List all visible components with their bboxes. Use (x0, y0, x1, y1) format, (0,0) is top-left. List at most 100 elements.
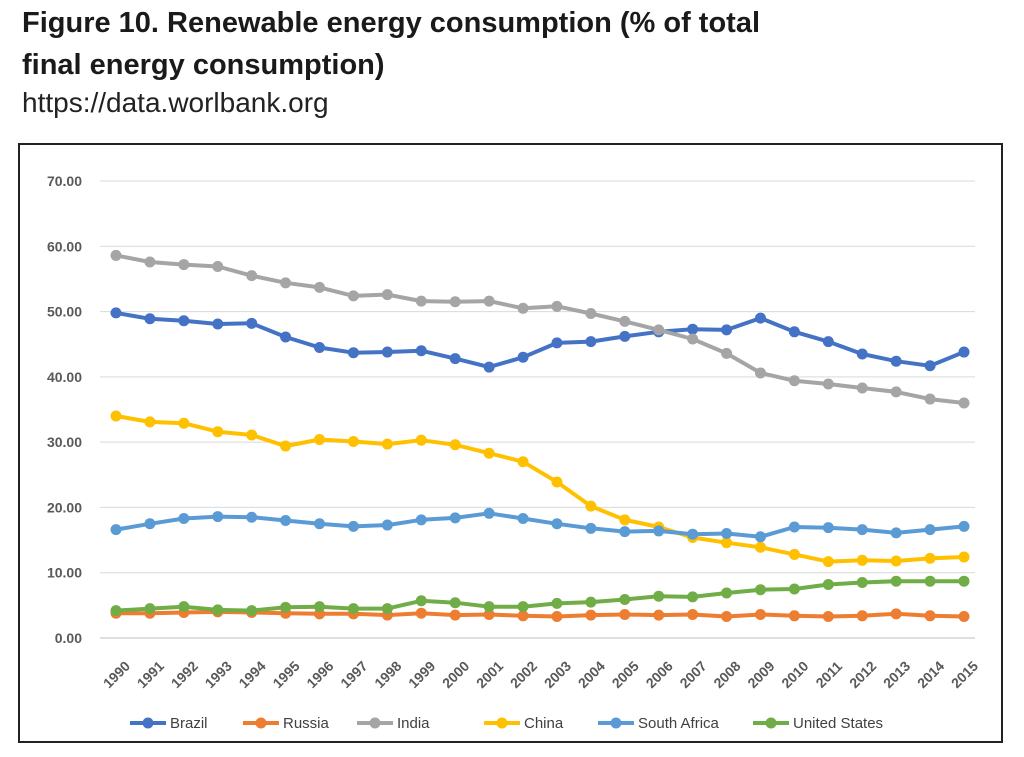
legend-label: South Africa (638, 715, 720, 732)
data-point-brazil (178, 315, 190, 327)
data-point-russia (585, 609, 597, 621)
legend-item-russia: Russia (243, 715, 330, 732)
data-point-united-states (449, 597, 461, 609)
x-tick-label: 2014 (914, 658, 947, 691)
data-point-india (653, 324, 665, 336)
data-point-brazil (246, 317, 258, 329)
series-group (110, 249, 970, 622)
data-point-russia (449, 609, 461, 621)
series-india (110, 249, 970, 409)
data-point-brazil (551, 337, 563, 349)
data-point-south-africa (551, 518, 563, 530)
data-point-south-africa (212, 511, 224, 523)
data-point-russia (924, 610, 936, 622)
data-point-india (415, 295, 427, 307)
y-tick-label: 30.00 (47, 434, 82, 450)
data-point-russia (890, 608, 902, 620)
data-point-south-africa (415, 514, 427, 526)
data-point-united-states (754, 584, 766, 596)
data-point-china (822, 556, 834, 568)
data-point-south-africa (110, 524, 122, 536)
data-point-south-africa (314, 518, 326, 530)
series-china (110, 410, 970, 568)
data-point-united-states (246, 605, 258, 617)
line-chart: 0.0010.0020.0030.0040.0050.0060.0070.00 … (47, 173, 981, 732)
data-point-india (687, 333, 699, 345)
legend-marker (765, 717, 777, 729)
data-point-united-states (958, 575, 970, 587)
data-point-brazil (754, 312, 766, 324)
data-point-india (144, 256, 156, 268)
x-tick-label: 2012 (846, 658, 879, 691)
data-point-united-states (483, 601, 495, 613)
data-point-india (958, 397, 970, 409)
y-tick-label: 60.00 (47, 238, 82, 254)
data-point-india (178, 259, 190, 271)
data-point-china (924, 552, 936, 564)
data-point-united-states (822, 578, 834, 590)
figure-heading: Figure 10. Renewable energy consumption … (22, 2, 982, 120)
data-point-united-states (721, 587, 733, 599)
x-tick-label: 2011 (812, 658, 845, 691)
data-point-brazil (517, 351, 529, 363)
data-point-south-africa (483, 507, 495, 519)
data-point-india (381, 289, 393, 301)
legend-label: United States (793, 715, 883, 732)
data-point-united-states (788, 583, 800, 595)
x-tick-label: 2001 (473, 658, 506, 691)
data-point-south-africa (890, 527, 902, 539)
data-point-south-africa (619, 526, 631, 538)
data-point-india (280, 277, 292, 289)
data-point-india (347, 290, 359, 302)
legend-label: Brazil (170, 715, 208, 732)
data-point-south-africa (517, 513, 529, 525)
data-point-brazil (212, 318, 224, 330)
data-point-china (551, 476, 563, 488)
data-point-india (856, 382, 868, 394)
data-point-russia (788, 610, 800, 622)
x-axis-ticks: 1990 1991 1992 1993 1994 1995 1996 1997 1998 1999… (100, 658, 981, 691)
data-point-russia (483, 608, 495, 620)
x-tick-label: 2009 (744, 658, 777, 691)
data-point-india (721, 347, 733, 359)
data-point-united-states (856, 577, 868, 589)
data-point-china (144, 416, 156, 428)
data-point-united-states (551, 597, 563, 609)
data-point-united-states (924, 575, 936, 587)
data-point-brazil (822, 336, 834, 348)
data-point-russia (687, 608, 699, 620)
data-point-china (517, 456, 529, 468)
chart-frame: 0.00 10.00 20.00 30.00 40.00 50.00 60.00 70.00 … (18, 143, 1003, 743)
data-point-south-africa (721, 528, 733, 540)
data-point-china (246, 429, 258, 441)
data-point-china (754, 541, 766, 553)
series-line-brazil (114, 310, 966, 370)
x-tick-label: 2008 (710, 658, 743, 691)
data-point-russia (415, 607, 427, 619)
x-tick-label: 1995 (269, 658, 302, 691)
legend: Brazil Russia India China South Africa United… (130, 715, 883, 732)
y-tick-label: 20.00 (47, 499, 82, 515)
data-point-south-africa (653, 525, 665, 537)
x-tick-label: 2000 (439, 658, 472, 691)
x-tick-label: 1999 (405, 658, 438, 691)
data-point-united-states (314, 601, 326, 613)
data-point-south-africa (687, 528, 699, 540)
y-tick-label: 50.00 (47, 304, 82, 320)
legend-label: India (397, 715, 430, 732)
data-point-india (517, 302, 529, 314)
data-point-brazil (890, 355, 902, 367)
y-tick-label: 70.00 (47, 173, 82, 189)
data-point-brazil (619, 330, 631, 342)
data-point-china (449, 439, 461, 451)
data-point-russia (856, 610, 868, 622)
data-point-united-states (585, 596, 597, 608)
x-tick-label: 1990 (100, 658, 133, 691)
data-point-russia (653, 609, 665, 621)
series-line-south-africa (114, 511, 966, 539)
legend-marker (610, 717, 622, 729)
data-point-china (619, 514, 631, 526)
data-point-india (822, 378, 834, 390)
data-point-india (890, 386, 902, 398)
data-point-brazil (856, 348, 868, 360)
